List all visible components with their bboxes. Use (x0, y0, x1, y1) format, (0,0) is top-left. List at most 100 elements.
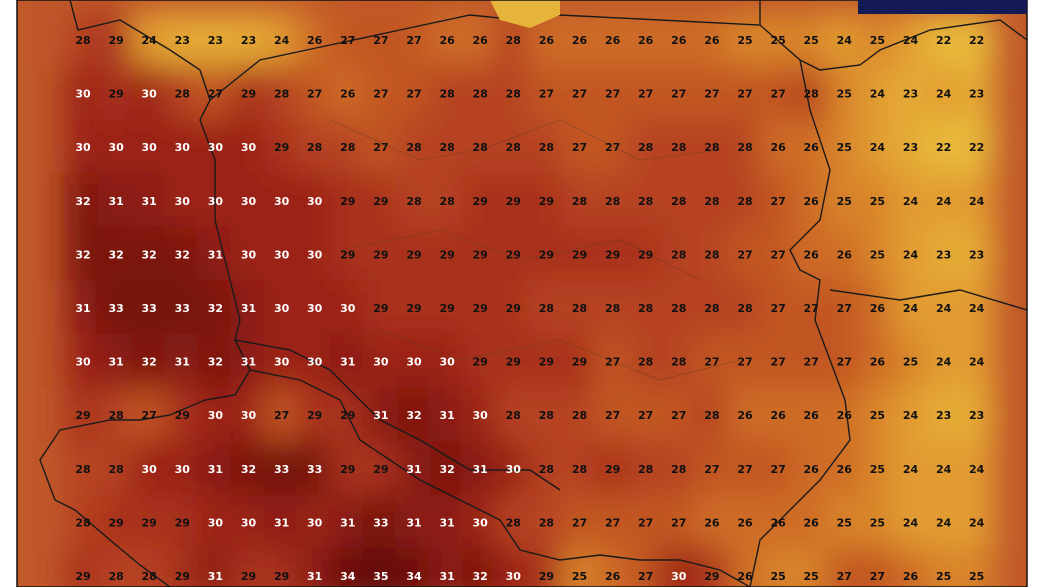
temperature-label: 27 (804, 356, 819, 369)
temperature-label: 31 (406, 463, 421, 476)
map-frame (16, 0, 1028, 587)
field-cell (726, 119, 764, 177)
temperature-label: 27 (274, 409, 289, 422)
temperature-label: 30 (241, 516, 257, 529)
temperature-label: 27 (804, 302, 819, 315)
field-cell (130, 12, 168, 70)
field-cell (627, 173, 665, 231)
temperature-label: 30 (142, 463, 158, 476)
temperature-label: 27 (406, 88, 421, 101)
temperature-label: 35 (373, 570, 388, 583)
temperature-label: 31 (439, 516, 454, 529)
temperature-label: 30 (274, 248, 290, 261)
temperature-label: 33 (175, 302, 190, 315)
field-cell (891, 65, 930, 124)
temperature-label: 25 (837, 88, 852, 101)
temperature-label: 30 (142, 141, 158, 154)
field-cell (660, 119, 698, 177)
temperature-label: 27 (605, 516, 620, 529)
field-cell (726, 12, 764, 70)
field-cell (958, 226, 996, 285)
field-cell (825, 494, 863, 553)
temperature-label: 26 (439, 34, 455, 47)
field-cell (196, 387, 234, 445)
temperature-label: 26 (770, 409, 786, 422)
temperature-label: 28 (572, 409, 587, 422)
field-cell (958, 548, 996, 587)
field-cell (693, 387, 731, 445)
field-cell (825, 441, 863, 499)
temperature-label: 31 (473, 463, 488, 476)
field-cell (527, 173, 565, 231)
field-cell (229, 119, 268, 177)
temperature-label: 31 (208, 463, 223, 476)
temperature-label: 31 (439, 570, 454, 583)
temperature-label: 27 (307, 88, 322, 101)
temperature-label: 25 (870, 248, 885, 261)
field-cell (296, 548, 334, 587)
field-cell (958, 65, 996, 124)
field-cell (693, 280, 731, 338)
temperature-label: 29 (638, 248, 653, 261)
temperature-label: 30 (75, 141, 91, 154)
field-cell (395, 494, 433, 553)
temperature-label: 31 (142, 195, 157, 208)
field-cell (958, 333, 996, 392)
field-cell (395, 226, 433, 285)
field-cell (560, 548, 599, 587)
field-cell (263, 226, 301, 285)
field-cell (428, 280, 466, 338)
field-cell (263, 387, 301, 445)
field-cell (296, 12, 334, 70)
field-cell (759, 548, 797, 587)
field-cell (792, 12, 830, 70)
temperature-label: 28 (274, 88, 289, 101)
field-cell (196, 280, 234, 338)
temperature-label: 27 (572, 88, 587, 101)
field-cell (362, 65, 400, 124)
temperature-label: 24 (274, 34, 290, 47)
temperature-label: 25 (572, 570, 587, 583)
field-cell (627, 12, 665, 70)
temperature-label: 24 (969, 356, 985, 369)
temperature-label: 30 (208, 195, 224, 208)
field-cell (64, 119, 102, 177)
field-cell (627, 226, 665, 285)
temperature-label: 32 (439, 463, 454, 476)
field-cell (362, 226, 400, 285)
field-cell (428, 173, 466, 231)
temperature-label: 25 (737, 34, 752, 47)
temperature-label: 31 (75, 302, 90, 315)
field-cell (925, 280, 963, 338)
temperature-label: 29 (506, 356, 521, 369)
temperature-label: 26 (340, 88, 356, 101)
temperature-label: 30 (473, 409, 489, 422)
temperature-label: 32 (75, 195, 90, 208)
temperature-label: 30 (175, 463, 191, 476)
field-cell (97, 494, 135, 553)
field-cell (527, 226, 565, 285)
temperature-label: 28 (671, 356, 686, 369)
temperature-label: 26 (671, 34, 687, 47)
temperature-label: 26 (704, 34, 720, 47)
temperature-label: 27 (605, 88, 620, 101)
field-cell (64, 548, 102, 587)
temperature-label: 31 (208, 248, 223, 261)
temperature-label: 25 (969, 570, 984, 583)
temperature-label: 26 (572, 34, 588, 47)
temperature-label: 28 (638, 141, 653, 154)
temperature-label: 27 (671, 516, 686, 529)
field-cell (428, 441, 466, 499)
field-cell (858, 333, 896, 392)
field-cell (958, 387, 996, 445)
temperature-label: 24 (903, 516, 919, 529)
field-cell (825, 173, 863, 231)
field-cell (130, 280, 168, 338)
field-cell (825, 12, 863, 70)
temperature-label: 30 (473, 516, 489, 529)
field-cell (395, 333, 433, 392)
field-cell (329, 441, 367, 499)
temperature-label: 29 (373, 463, 388, 476)
temperature-label: 24 (936, 302, 952, 315)
field-cell (296, 65, 334, 124)
